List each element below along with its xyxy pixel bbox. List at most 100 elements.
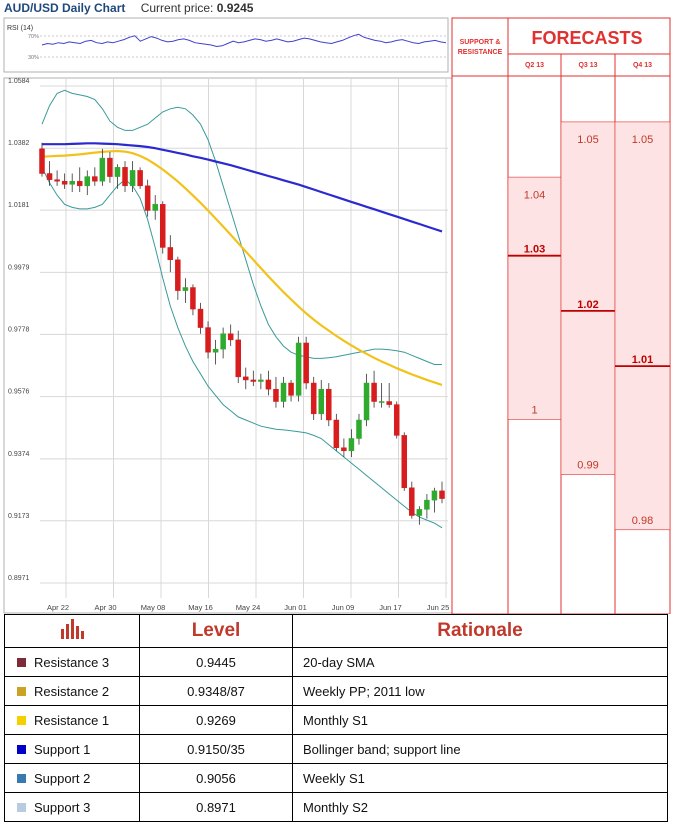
candle-body — [99, 157, 106, 182]
levels-header-level: Level — [139, 614, 293, 648]
candle-body — [76, 180, 83, 187]
levels-row: Resistance 2 0.9348/87 Weekly PP; 2011 low — [4, 676, 668, 706]
candle-body — [288, 382, 294, 396]
y-tick-label: 1.0584 — [8, 78, 30, 85]
level-rationale: Monthly S2 — [292, 792, 668, 822]
candle-body — [160, 204, 166, 248]
forecast-high-value: 1.05 — [632, 134, 653, 146]
current-price-label: Current price: — [140, 1, 214, 15]
candle-body — [107, 157, 113, 177]
y-tick-label: 0.9778 — [8, 326, 30, 333]
forecast-mid-value: 1.01 — [632, 354, 653, 366]
candle-body — [393, 404, 400, 436]
y-tick-label: 0.9979 — [8, 264, 30, 271]
level-name-cell: Resistance 3 — [4, 647, 140, 677]
forecast-low-value: 0.98 — [632, 515, 653, 527]
x-tick-label: Jun 01 — [284, 603, 307, 612]
level-rationale: Monthly S1 — [292, 705, 668, 735]
candle-body — [416, 509, 423, 516]
x-tick-label: Jun 09 — [332, 603, 355, 612]
candle-body — [54, 179, 60, 182]
candle-body — [250, 379, 257, 382]
y-tick-label: 0.9173 — [8, 513, 30, 520]
levels-table-header: Level Rationale — [4, 614, 668, 648]
candle-body — [258, 379, 264, 382]
rsi-lower-label: 30% — [28, 55, 39, 61]
forecast-mid-value: 1.03 — [524, 244, 545, 256]
candle-body — [69, 180, 75, 185]
candle-body — [167, 247, 174, 261]
x-tick-label: Jun 17 — [379, 603, 402, 612]
level-name-cell: Support 2 — [4, 763, 140, 793]
x-tick-label: May 16 — [188, 603, 213, 612]
level-value: 0.8971 — [139, 792, 293, 822]
forecast-mid-value: 1.02 — [577, 299, 598, 311]
forecast-quarter-label: Q3 13 — [578, 62, 597, 69]
forecast-high-value: 1.04 — [524, 189, 545, 201]
levels-row: Resistance 1 0.9269 Monthly S1 — [4, 705, 668, 735]
x-tick-label: Jun 25 — [427, 603, 450, 612]
candle-body — [409, 487, 415, 516]
moving-average-line-2 — [41, 149, 443, 386]
candle-body — [39, 148, 45, 174]
forecast-range-box — [614, 121, 671, 531]
level-value: 0.9150/35 — [139, 734, 293, 764]
level-rationale: Weekly S1 — [292, 763, 668, 793]
candle-body — [431, 490, 438, 501]
x-tick-label: Apr 22 — [47, 603, 69, 612]
level-rationale: Weekly PP; 2011 low — [292, 676, 668, 706]
moving-average-line-1 — [42, 142, 443, 233]
level-value: 0.9269 — [139, 705, 293, 735]
forecast-low-value: 0.99 — [577, 460, 598, 472]
levels-row: Support 1 0.9150/35 Bollinger band; suppor… — [4, 734, 668, 764]
level-value: 0.9056 — [139, 763, 293, 793]
candle-body — [363, 382, 370, 421]
level-color-swatch — [17, 803, 26, 813]
candle-body — [401, 435, 408, 489]
bollinger-lower-band — [41, 167, 443, 529]
level-name-cell: Support 3 — [4, 792, 140, 822]
levels-header-icon-cell — [4, 614, 140, 648]
levels-header-rationale: Rationale — [292, 614, 668, 648]
forecast-sr-label-2: RESISTANCE — [458, 49, 503, 56]
candle-body — [371, 382, 377, 402]
y-tick-label: 0.8971 — [8, 575, 30, 582]
forecast-title: FORECASTS — [531, 28, 642, 48]
level-value: 0.9348/87 — [139, 676, 293, 706]
candle-body — [182, 287, 189, 291]
candle-body — [235, 339, 241, 378]
x-tick-label: May 08 — [141, 603, 166, 612]
candle-body — [424, 499, 430, 510]
candle-body — [227, 333, 234, 341]
forecast-quarter-label: Q4 13 — [633, 62, 652, 69]
candle-body — [220, 333, 226, 350]
candle-body — [333, 419, 340, 448]
price-chart: RSI (14) 70% 30% 1.0584 1.0382 1.0181 0.997… — [3, 17, 671, 614]
candle-body — [295, 342, 302, 396]
x-tick-label: May 24 — [236, 603, 261, 612]
candle-body — [386, 401, 392, 405]
x-tick-label: Apr 30 — [94, 603, 116, 612]
forecast-range-box — [560, 121, 616, 475]
candle-body — [378, 401, 385, 403]
bar-chart-icon — [61, 619, 84, 639]
candle-body — [273, 388, 279, 402]
level-rationale: Bollinger band; support line — [292, 734, 668, 764]
candle-body — [243, 376, 249, 381]
forecast-sr-label-1: SUPPORT & — [460, 39, 501, 46]
level-name-cell: Support 1 — [4, 734, 140, 764]
level-name: Support 3 — [34, 800, 91, 816]
candle-body — [348, 438, 355, 452]
level-name: Support 2 — [34, 771, 91, 787]
level-value: 0.9445 — [139, 647, 293, 677]
current-price-value: 0.9245 — [216, 1, 254, 15]
candle-body — [190, 287, 196, 310]
candle-body — [92, 176, 98, 182]
candle-body — [439, 490, 445, 499]
y-tick-label: 1.0181 — [8, 202, 30, 209]
level-color-swatch — [17, 687, 26, 697]
chart-title: AUD/USD Daily Chart — [4, 1, 126, 15]
rsi-panel — [3, 17, 449, 73]
level-color-swatch — [17, 774, 26, 784]
level-name-cell: Resistance 2 — [4, 676, 140, 706]
